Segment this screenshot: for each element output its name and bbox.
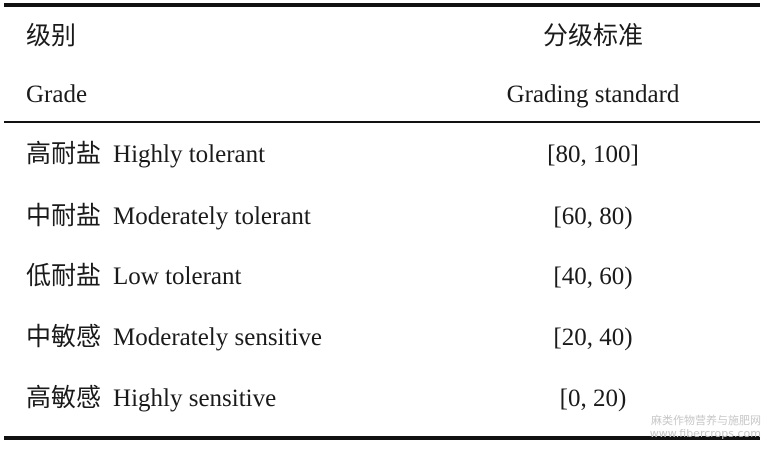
grade-zh: 中敏感 [26,324,102,351]
grade-zh: 中耐盐 [26,203,102,230]
header-standard-en: Grading standard [506,81,680,108]
grade-cell: 高敏感 Highly sensitive [26,384,276,414]
grade-en: Highly tolerant [113,141,266,168]
grade-zh: 低耐盐 [26,263,102,290]
standard-cell: [80, 100] [547,141,639,168]
header-standard-zh: 分级标准 [542,23,643,50]
header-grade-en: Grade [26,81,88,108]
standard-cell: [0, 20) [559,385,627,412]
watermark: 麻类作物营养与施肥网 www.fibercrops.com [650,414,761,440]
watermark-line-2: www.fibercrops.com [649,427,761,440]
grade-cell: 中耐盐 Moderately tolerant [26,202,311,232]
grade-zh: 高耐盐 [26,141,102,168]
grade-en: Moderately tolerant [113,203,311,230]
grade-cell: 中敏感 Moderately sensitive [26,323,322,353]
standard-cell: [60, 80) [553,203,633,230]
grade-zh: 高敏感 [26,385,102,412]
header-grade-zh: 级别 [26,23,77,50]
standard-cell: [40, 60) [553,263,633,290]
table-bottom-rule [4,436,760,440]
grade-cell: 低耐盐 Low tolerant [26,262,241,292]
table-header-rule [4,121,760,123]
grade-cell: 高耐盐 Highly tolerant [26,140,265,170]
standard-cell: [20, 40) [553,324,633,351]
grade-en: Low tolerant [113,263,242,290]
grade-en: Moderately sensitive [113,324,322,351]
watermark-line-1: 麻类作物营养与施肥网 [651,414,761,427]
table-top-rule [4,3,760,7]
grade-en: Highly sensitive [113,385,277,412]
